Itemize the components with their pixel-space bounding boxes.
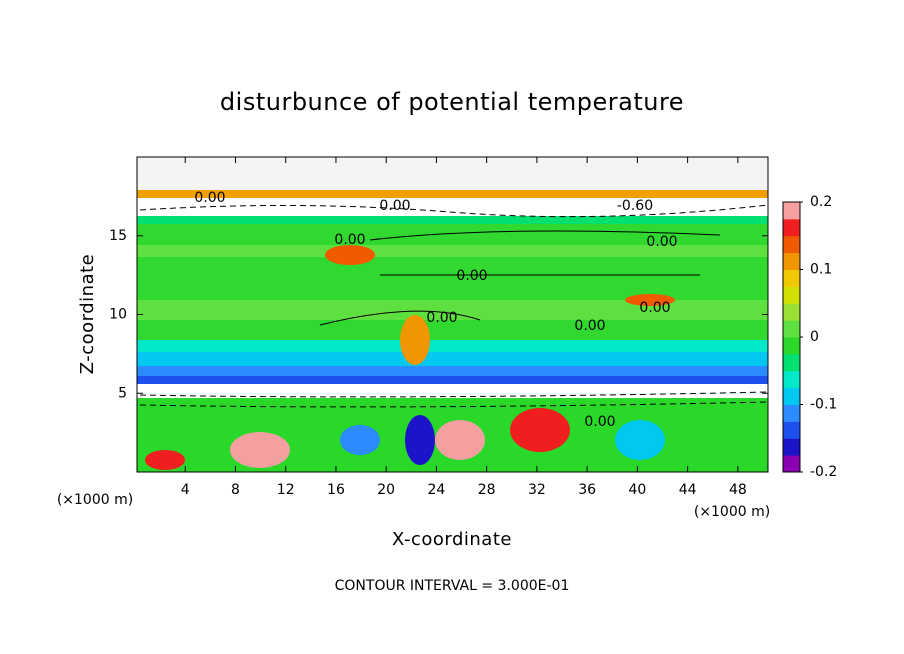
contour-label: 0.00: [456, 268, 487, 284]
colorbar-tick-label: 0.2: [810, 194, 832, 210]
colorbar-swatch: [783, 370, 800, 389]
colorbar-swatch: [783, 421, 800, 439]
x-tick-label: 4: [181, 482, 190, 498]
colorbar-tick-label: 0.1: [810, 262, 832, 278]
field: [137, 157, 769, 472]
y-tick-label: 10: [109, 307, 127, 323]
contour-label: 0.00: [426, 310, 457, 326]
x-tick-label: 16: [327, 482, 345, 498]
colorbar-swatch: [783, 404, 800, 422]
x-tick-label: 12: [277, 482, 295, 498]
x-unit: (×1000 m): [694, 504, 770, 520]
x-axis-label: X-coordinate: [392, 529, 512, 550]
contour-label: 0.00: [379, 198, 410, 214]
x-tick-label: 20: [377, 482, 395, 498]
contour-label: 0.00: [334, 232, 365, 248]
y-tick-label: 5: [118, 385, 127, 401]
colorbar-swatch: [783, 387, 800, 405]
x-unit: (×1000 m): [57, 492, 133, 508]
colorbar-swatch: [783, 286, 800, 304]
colorbar: 0.2 0.1 0 -0.1 -0.2: [782, 194, 837, 480]
colorbar-swatch: [783, 455, 800, 473]
colorbar-tick-label: -0.2: [810, 464, 837, 480]
colorbar-swatch: [783, 235, 800, 254]
colorbar-tick-label: 0: [810, 329, 819, 345]
x-tick-label: 24: [428, 482, 446, 498]
x-tick-label: 44: [679, 482, 697, 498]
contour-label: -0.60: [617, 198, 653, 214]
footer: CONTOUR INTERVAL = 3.000E-01: [335, 578, 570, 594]
contour-label: 0.00: [574, 318, 605, 334]
x-tick-label: 48: [729, 482, 747, 498]
colorbar-swatch: [783, 353, 800, 372]
contour-label: 0.00: [639, 300, 670, 316]
x-tick-label: 32: [528, 482, 546, 498]
x-tick-label: 36: [578, 482, 596, 498]
contour-label: 0.00: [646, 234, 677, 250]
x-tick-label: 28: [478, 482, 496, 498]
colorbar-swatch: [783, 438, 800, 456]
x-tick-label: 8: [231, 482, 240, 498]
colorbar-swatch: [783, 269, 800, 287]
y-axis-label: Z-coordinate: [77, 254, 98, 375]
colorbar-tick-label: -0.1: [810, 397, 837, 413]
contour-label: 0.00: [584, 414, 615, 430]
colorbar-swatch: [783, 218, 800, 237]
colorbar-swatch: [783, 202, 800, 220]
colorbar-swatch: [783, 252, 800, 270]
contour-label: 0.00: [194, 190, 225, 206]
colorbar-swatch: [783, 337, 800, 355]
colorbar-swatch: [783, 320, 800, 338]
y-tick-label: 15: [109, 228, 127, 244]
x-tick-label: 40: [628, 482, 646, 498]
chart-title: disturbunce of potential temperature: [220, 88, 684, 116]
colorbar-swatch: [783, 303, 800, 321]
